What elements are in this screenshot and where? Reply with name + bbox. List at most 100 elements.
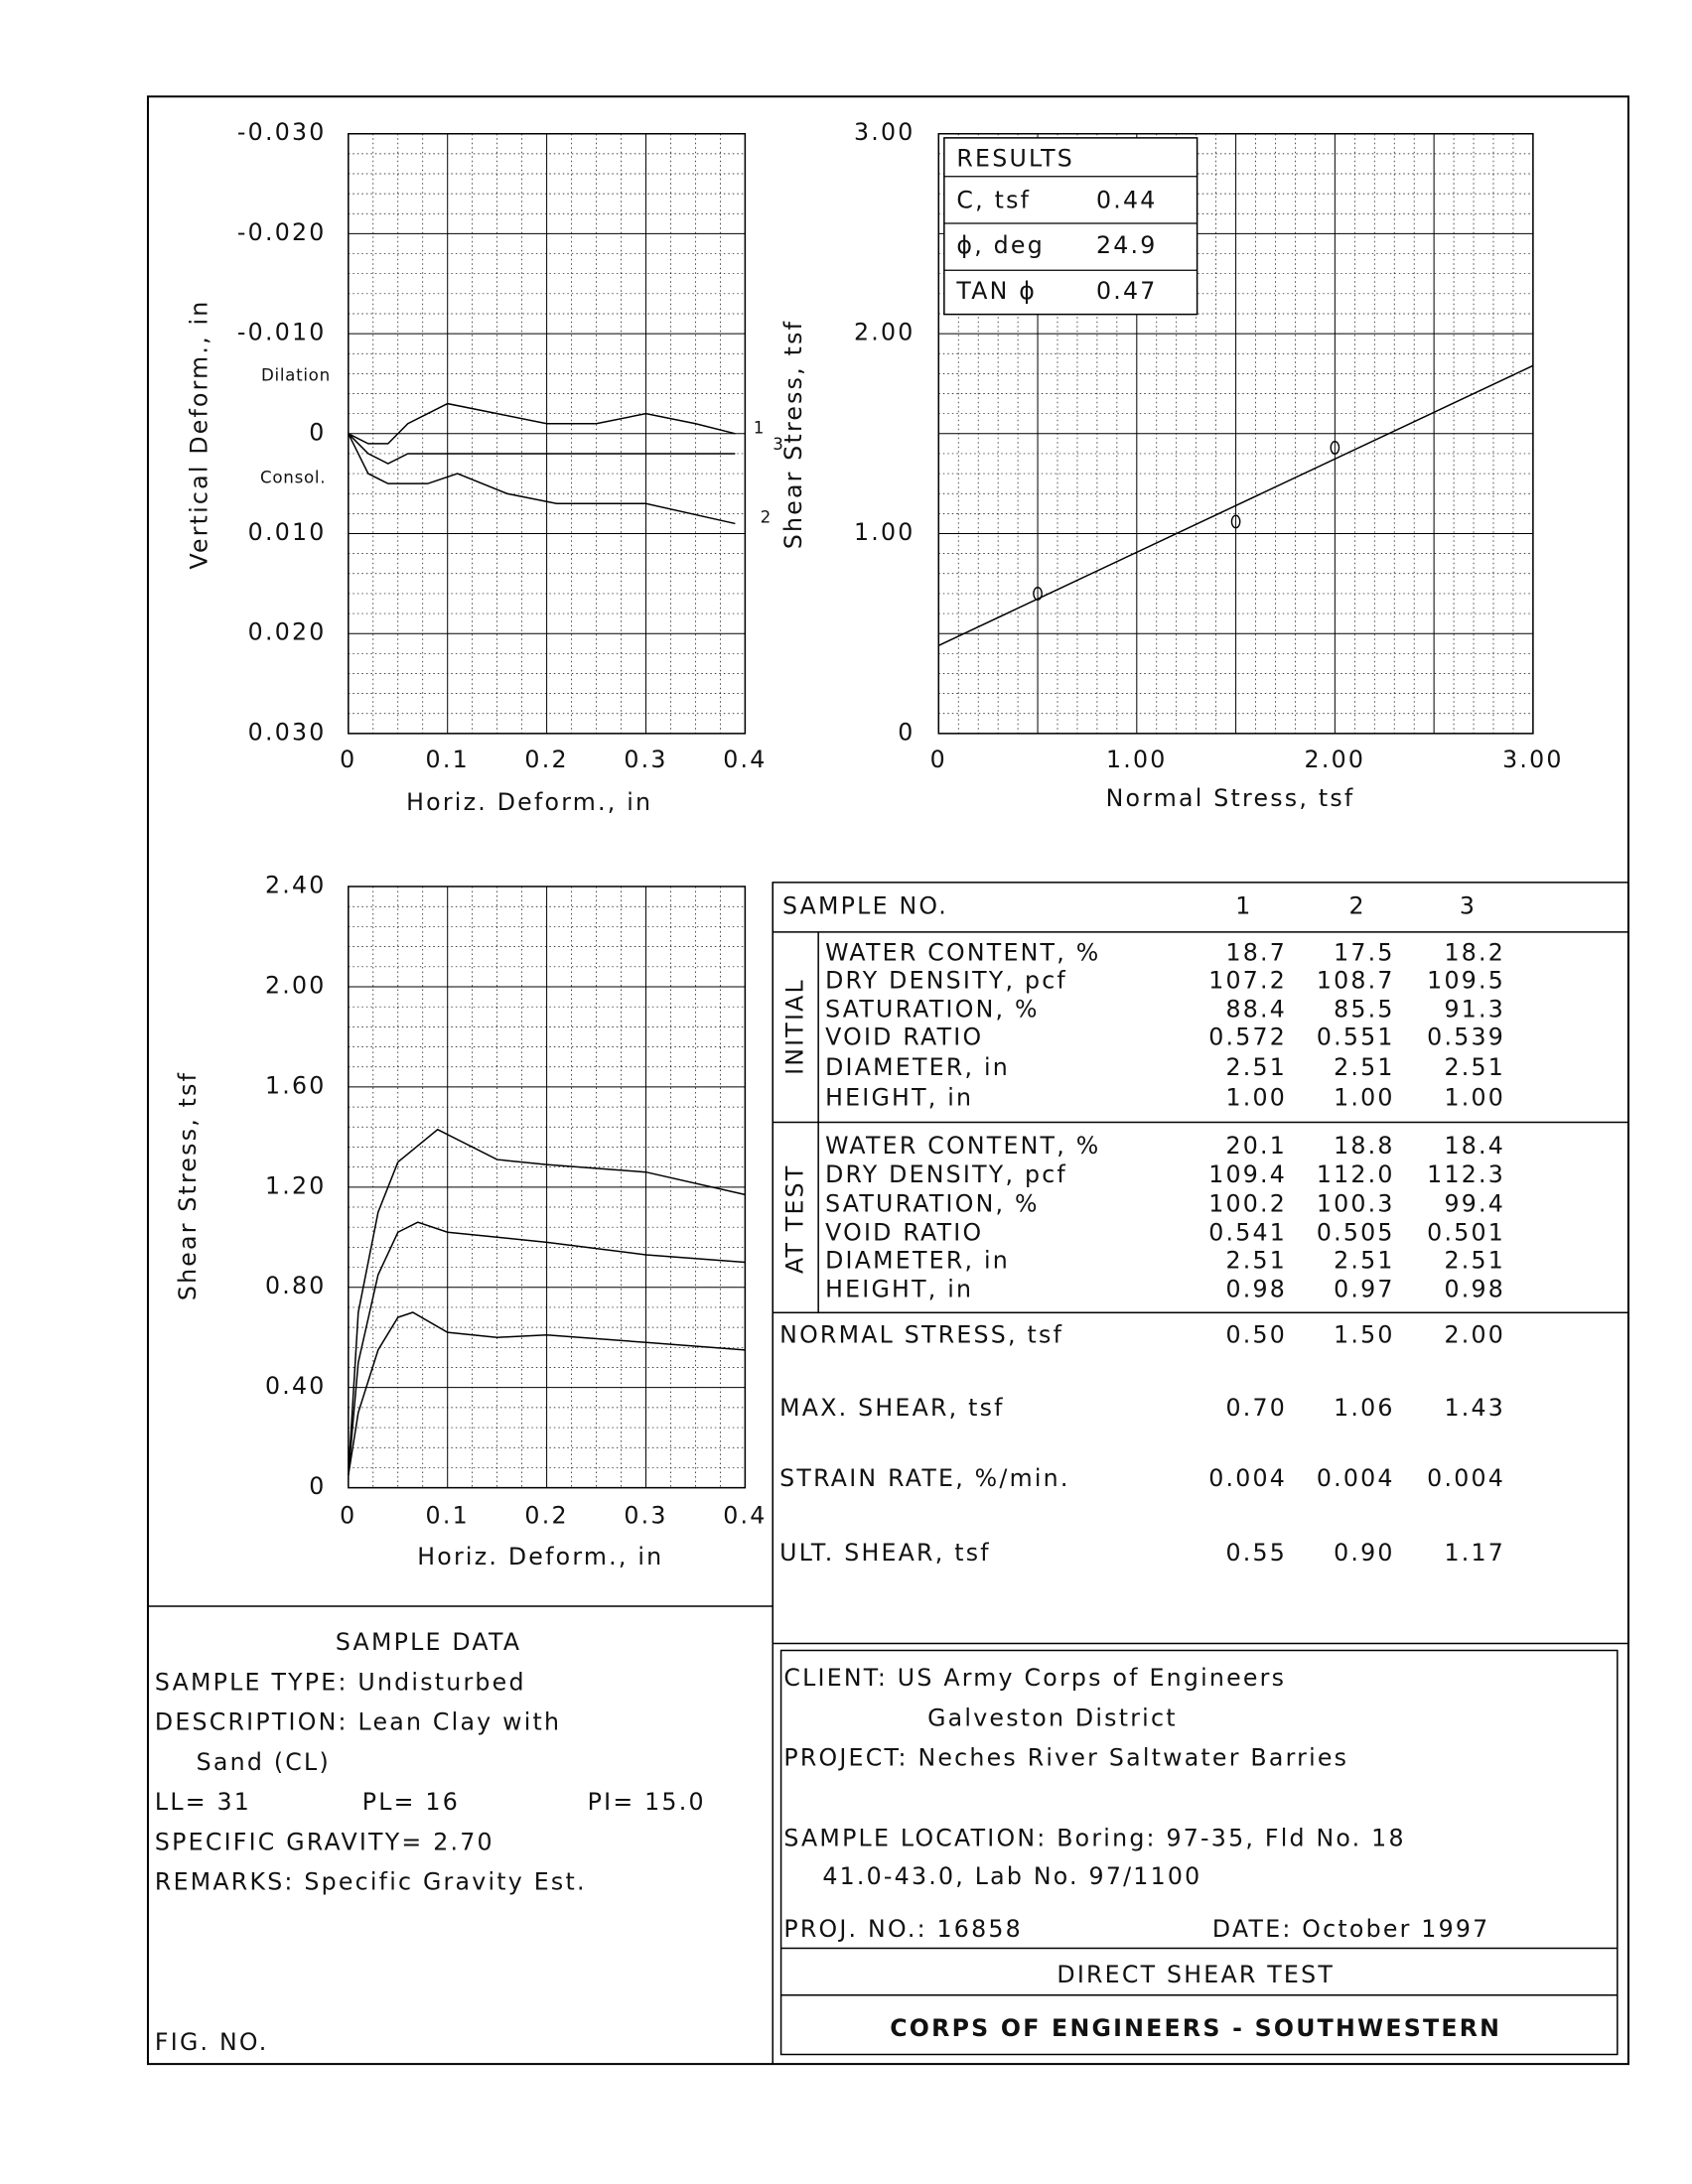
x-tick-label: 0.2 — [524, 1501, 568, 1529]
y-axis-label: Shear Stress, tsf — [779, 320, 807, 549]
cell: 1.17 — [1444, 1539, 1505, 1567]
y-axis-label: Shear Stress, tsf — [174, 1071, 202, 1300]
cell: 100.3 — [1317, 1189, 1395, 1217]
x-tick-label: 0.1 — [426, 1501, 470, 1529]
y-tick-label: 1.20 — [265, 1171, 327, 1199]
cell: 0.50 — [1226, 1320, 1288, 1348]
cell: 0.501 — [1427, 1219, 1505, 1247]
data-line — [349, 1222, 746, 1475]
results-title: RESULTS — [956, 145, 1074, 173]
sample-line: REMARKS: Specific Gravity Est. — [155, 1868, 587, 1896]
y-tick-label: 0.80 — [265, 1272, 327, 1299]
results-value: 24.9 — [1096, 231, 1158, 259]
cell: 112.3 — [1427, 1160, 1505, 1188]
row-label: SATURATION, % — [825, 1189, 1040, 1217]
cell: 0.572 — [1208, 1023, 1287, 1050]
cell: 2.51 — [1444, 1053, 1505, 1081]
row-label: MAX. SHEAR, tsf — [779, 1394, 1005, 1422]
cell: 0.97 — [1334, 1276, 1395, 1303]
y-tick-label: 0 — [898, 718, 915, 746]
cell: 1.00 — [1226, 1083, 1288, 1111]
row-label: HEIGHT, in — [825, 1083, 973, 1111]
cell: 1.00 — [1334, 1083, 1395, 1111]
group-label: AT TEST — [780, 1164, 808, 1275]
data-line — [349, 1130, 746, 1475]
sample-line: Sand (CL) — [197, 1748, 331, 1776]
y-tick-label: 1.00 — [854, 518, 916, 546]
cell: 2.51 — [1334, 1246, 1395, 1274]
sample-line: SPECIFIC GRAVITY= 2.70 — [155, 1828, 494, 1855]
cell: 1.06 — [1334, 1394, 1395, 1422]
cell: 0.551 — [1317, 1023, 1395, 1050]
table-border — [773, 883, 1628, 1644]
cell: 112.0 — [1317, 1160, 1395, 1188]
y-tick-label: 3.00 — [854, 118, 916, 146]
series-label: 2 — [761, 508, 772, 527]
x-tick-label: 1.00 — [1106, 746, 1168, 773]
annotation: Dilation — [261, 366, 331, 385]
cell: 0.55 — [1226, 1539, 1288, 1567]
x-axis-label: Horiz. Deform., in — [417, 1543, 663, 1570]
row-label: DIAMETER, in — [825, 1246, 1010, 1274]
x-tick-label: 0.3 — [624, 1501, 667, 1529]
x-tick-label: 0.2 — [524, 746, 568, 773]
cell: 99.4 — [1444, 1189, 1505, 1217]
table-header: SAMPLE NO. — [782, 891, 948, 919]
cell: 17.5 — [1334, 939, 1395, 967]
table-header: 3 — [1460, 891, 1477, 919]
x-tick-label: 0.1 — [426, 746, 470, 773]
cell: 85.5 — [1334, 996, 1395, 1024]
cell: 0.70 — [1226, 1394, 1288, 1422]
cell: 1.43 — [1444, 1394, 1505, 1422]
cell: 18.4 — [1444, 1132, 1505, 1160]
cell: 107.2 — [1208, 966, 1287, 994]
x-tick-label: 2.00 — [1305, 746, 1366, 773]
y-tick-label: 0.020 — [248, 618, 327, 646]
y-tick-label: 0.40 — [265, 1372, 327, 1400]
cell: 2.51 — [1226, 1246, 1288, 1274]
results-label: TAN ϕ — [955, 277, 1037, 305]
cell: 18.7 — [1226, 939, 1288, 967]
row-label: DIAMETER, in — [825, 1053, 1010, 1081]
table-header: 1 — [1235, 891, 1252, 919]
x-tick-label: 0 — [930, 746, 947, 773]
test-name: DIRECT SHEAR TEST — [1057, 1961, 1335, 1988]
client: Galveston District — [927, 1704, 1178, 1731]
cell: 1.00 — [1444, 1083, 1505, 1111]
data-point — [1330, 440, 1340, 455]
data-line — [349, 404, 736, 444]
group-label: INITIAL — [780, 978, 808, 1075]
y-tick-label: 1.60 — [265, 1071, 327, 1099]
cell: 0.004 — [1427, 1464, 1505, 1492]
row-label: VOID RATIO — [825, 1023, 983, 1050]
cell: 88.4 — [1226, 996, 1288, 1024]
cell: 108.7 — [1317, 966, 1395, 994]
project: PROJECT: Neches River Saltwater Barries — [783, 1744, 1348, 1772]
client: CLIENT: US Army Corps of Engineers — [783, 1664, 1286, 1692]
cell: 0.98 — [1444, 1276, 1505, 1303]
cell: 0.90 — [1334, 1539, 1395, 1567]
cell: 0.505 — [1317, 1219, 1395, 1247]
results-label: C, tsf — [956, 186, 1031, 213]
section-title: SAMPLE DATA — [336, 1628, 521, 1656]
sample-line: DESCRIPTION: Lean Clay with — [155, 1708, 561, 1736]
data-line — [349, 434, 736, 464]
date: DATE: October 1997 — [1212, 1915, 1489, 1943]
data-line — [349, 1312, 746, 1475]
cell: 20.1 — [1226, 1132, 1288, 1160]
row-label: WATER CONTENT, % — [825, 1132, 1100, 1160]
x-tick-label: 0 — [340, 746, 356, 773]
x-tick-label: 0.3 — [624, 746, 667, 773]
cell: 0.004 — [1317, 1464, 1395, 1492]
location: 41.0-43.0, Lab No. 97/1100 — [822, 1862, 1201, 1890]
y-tick-label: -0.030 — [237, 118, 327, 146]
y-axis-label: Vertical Deform., in — [185, 299, 212, 569]
results-value: 0.44 — [1096, 186, 1158, 213]
cell: 2.51 — [1334, 1053, 1395, 1081]
row-label: WATER CONTENT, % — [825, 939, 1100, 967]
company: CORPS OF ENGINEERS - SOUTHWESTERN — [890, 2014, 1501, 2042]
y-tick-label: 2.00 — [854, 319, 916, 346]
cell: 109.5 — [1427, 966, 1505, 994]
cell: 100.2 — [1208, 1189, 1287, 1217]
sample-pl: PL= 16 — [362, 1788, 460, 1816]
